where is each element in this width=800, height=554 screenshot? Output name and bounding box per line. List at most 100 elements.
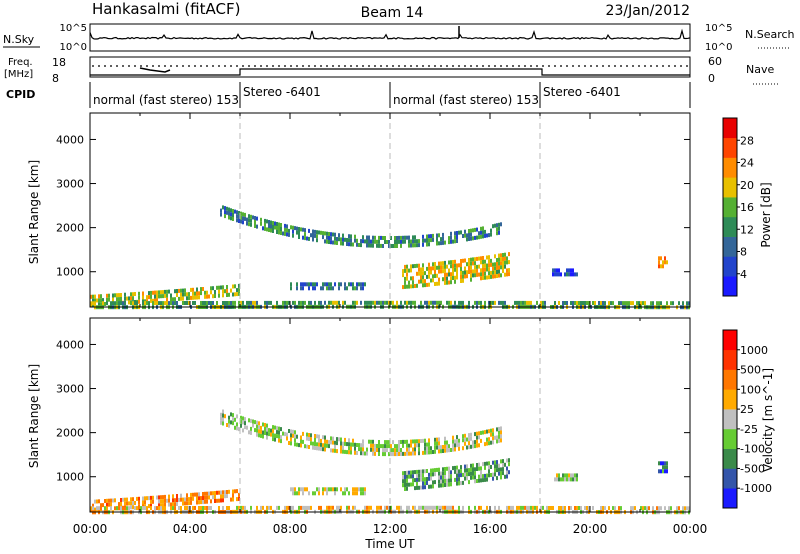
range-gate-cell (352, 282, 354, 287)
range-gate-cell (156, 506, 158, 511)
range-gate-cell (310, 505, 312, 510)
range-gate-cell (322, 286, 324, 291)
range-gate-cell (440, 445, 442, 450)
range-gate-cell (132, 497, 134, 502)
station-title: Hankasalmi (fitACF) (92, 0, 240, 18)
range-gate-cell (132, 296, 134, 301)
range-gate-cell (370, 300, 372, 305)
range-gate-cell (352, 242, 354, 247)
range-gate-cell (420, 477, 422, 482)
range-gate-cell (386, 448, 388, 453)
range-gate-cell (334, 440, 336, 445)
range-gate-cell (456, 477, 458, 482)
range-gate-cell (94, 507, 96, 512)
range-gate-cell (420, 279, 422, 284)
range-gate-cell (164, 502, 166, 507)
range-gate-cell (248, 222, 250, 227)
range-gate-cell (234, 284, 236, 289)
range-gate-cell (218, 293, 220, 298)
range-gate-cell (468, 237, 470, 241)
range-gate-cell (296, 442, 298, 447)
range-gate-cell (200, 301, 202, 305)
range-gate-cell (404, 451, 406, 456)
range-gate-cell (138, 299, 140, 304)
range-gate-cell (682, 506, 684, 511)
range-gate-cell (422, 234, 424, 239)
range-gate-cell (210, 290, 212, 295)
range-gate-cell (472, 257, 474, 262)
range-gate-cell (316, 442, 318, 447)
range-gate-cell (360, 487, 362, 492)
range-gate-cell (114, 293, 116, 298)
range-gate-cell (444, 264, 446, 269)
range-gate-cell (438, 441, 440, 446)
range-gate-cell (316, 234, 318, 239)
range-gate-cell (574, 301, 576, 305)
range-gate-cell (470, 228, 472, 233)
range-gate-cell (390, 452, 392, 457)
colorbar-tick-label: -25 (740, 423, 758, 436)
range-gate-cell (438, 269, 440, 274)
range-gate-cell (288, 505, 290, 510)
range-gate-cell (428, 266, 430, 271)
range-gate-cell (258, 433, 260, 438)
colorbar-swatch (723, 349, 737, 370)
range-gate-cell (322, 282, 324, 287)
range-gate-cell (490, 432, 492, 437)
range-gate-cell (436, 467, 438, 472)
range-gate-cell (228, 215, 230, 220)
range-gate-cell (402, 479, 404, 484)
colorbar-swatch (723, 389, 737, 410)
range-gate-cell (480, 470, 482, 475)
range-gate-cell (168, 502, 170, 507)
range-gate-cell (336, 505, 338, 510)
range-gate-cell (498, 505, 500, 510)
range-gate-cell (160, 503, 162, 508)
range-gate-cell (562, 473, 564, 478)
range-gate-cell (328, 505, 330, 510)
colorbar-tick-label: -1000 (740, 482, 772, 495)
range-gate-cell (576, 506, 578, 510)
range-gate-cell (404, 276, 406, 281)
range-gate-cell (388, 244, 390, 248)
range-gate-cell (482, 272, 484, 276)
range-gate-cell (496, 266, 498, 270)
range-gate-cell (242, 416, 244, 421)
range-gate-cell (222, 293, 224, 298)
range-gate-cell (580, 506, 582, 510)
range-gate-cell (476, 272, 478, 277)
range-gate-cell (498, 261, 500, 266)
range-gate-cell (264, 427, 266, 431)
range-gate-cell (312, 491, 314, 496)
range-gate-cell (336, 441, 338, 446)
range-gate-cell (310, 300, 312, 305)
range-gate-cell (472, 467, 474, 472)
range-gate-cell (480, 260, 482, 265)
range-gate-cell (482, 256, 484, 260)
range-gate-cell (300, 282, 302, 287)
range-gate-cell (452, 466, 454, 471)
range-gate-cell (314, 491, 316, 496)
range-gate-cell (442, 261, 444, 266)
range-gate-cell (478, 231, 480, 236)
range-gate-cell (316, 230, 318, 235)
range-gate-cell (666, 260, 668, 265)
range-gate-cell (112, 498, 114, 503)
range-gate-cell (662, 461, 664, 466)
range-gate-cell (500, 475, 502, 480)
range-gate-cell (462, 270, 464, 275)
range-gate-cell (668, 506, 670, 511)
range-gate-cell (424, 477, 426, 482)
range-gate-cell (314, 446, 316, 450)
range-gate-cell (164, 506, 166, 511)
range-gate-cell (132, 301, 134, 306)
range-gate-cell (406, 300, 408, 305)
range-gate-cell (154, 290, 156, 295)
range-gate-cell (516, 505, 518, 510)
range-gate-cell (182, 301, 184, 305)
range-gate-cell (446, 466, 448, 471)
range-gate-cell (108, 297, 110, 302)
range-gate-cell (456, 443, 458, 448)
range-gate-cell (130, 505, 132, 510)
range-gate-cell (138, 295, 140, 300)
